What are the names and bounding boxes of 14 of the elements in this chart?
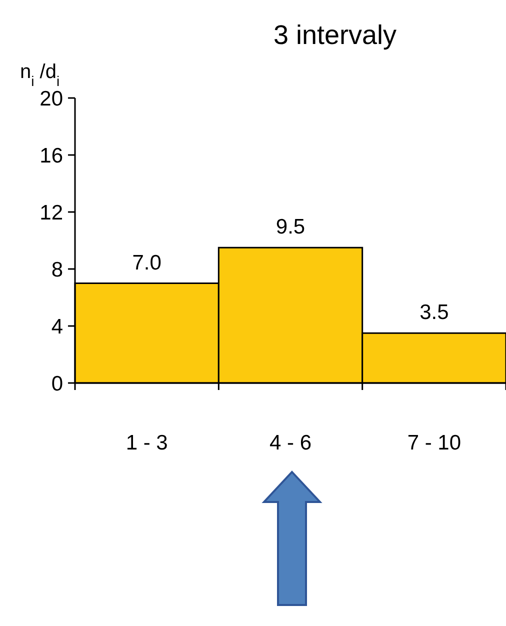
y-tick-label: 8 [51,258,63,282]
y-tick-label: 16 [40,144,63,168]
data-label: 9.5 [276,216,306,239]
x-tick-label: 1 - 3 [126,431,168,454]
chart-title: 3 intervaly [273,20,398,50]
y-tick-label: 12 [40,201,63,224]
x-tick-label: 4 - 6 [269,431,312,454]
data-label: 3.5 [420,301,449,324]
data-label: 7.0 [132,251,162,274]
y-tick-label: 0 [51,372,63,396]
y-axis-title: n$_{i}$ /d$_{i}$ [20,61,60,89]
x-tick-label: 7 - 10 [407,431,462,454]
y-tick-label: 4 [51,315,64,338]
y-tick-label: 20 [40,87,63,110]
